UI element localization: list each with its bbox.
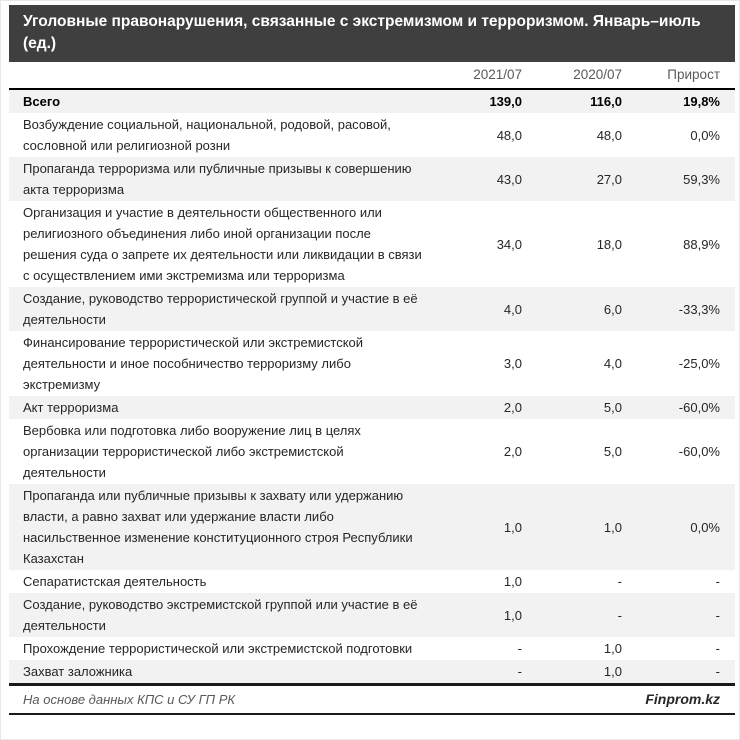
table-row: Акт терроризма 2,0 5,0 -60,0% — [9, 396, 735, 419]
value-2020: - — [617, 607, 622, 623]
value-2021: 1,0 — [503, 574, 522, 589]
value-2020: 1,0 — [603, 519, 622, 535]
offense-label: Вербовка или подготовка либо вооружение … — [23, 423, 361, 480]
offense-label: Создание, руководство экстремистской гру… — [23, 597, 418, 633]
value-2020: 1,0 — [603, 664, 622, 679]
value-2020: 4,0 — [603, 356, 622, 371]
offense-label: Создание, руководство террористической г… — [23, 291, 418, 327]
data-source-note: На основе данных КПС и СУ ГП РК — [23, 692, 236, 707]
value-2020: 5,0 — [603, 444, 622, 459]
value-growth: - — [715, 574, 720, 589]
value-growth: 59,3% — [683, 171, 720, 187]
value-growth: - — [715, 607, 720, 623]
column-header-name — [23, 66, 437, 84]
table-row: Финансирование террористической или экст… — [9, 331, 735, 396]
value-growth: -60,0% — [678, 400, 720, 415]
table-body: Всего 139,0 116,0 19,8% Возбуждение соци… — [9, 90, 735, 686]
table-row: Захват заложника - 1,0 - — [9, 660, 735, 683]
table-row: Прохождение террористической или экстрем… — [9, 637, 735, 660]
value-2021: 48,0 — [496, 127, 522, 143]
statistics-table: Уголовные правонарушения, связанные с эк… — [9, 5, 735, 715]
value-growth: - — [715, 664, 720, 679]
value-2021: 2,0 — [503, 400, 522, 415]
value-2020: - — [617, 574, 622, 589]
table-footer: На основе данных КПС и СУ ГП РК Finprom.… — [9, 686, 735, 715]
value-2021: 1,0 — [503, 607, 522, 623]
value-2021: 3,0 — [503, 356, 522, 371]
value-growth: -25,0% — [678, 356, 720, 371]
value-2021: 34,0 — [496, 236, 522, 252]
offense-label: Прохождение террористической или экстрем… — [23, 641, 413, 656]
value-2020: 5,0 — [603, 400, 622, 415]
table-row: Создание, руководство террористической г… — [9, 287, 735, 331]
value-2020: 18,0 — [596, 236, 622, 252]
table-row: Возбуждение социальной, национальной, ро… — [9, 113, 735, 157]
offense-label: Захват заложника — [23, 664, 133, 679]
column-header-2020: 2020/07 — [573, 67, 622, 82]
value-growth: - — [715, 641, 720, 656]
offense-label: Возбуждение социальной, национальной, ро… — [23, 117, 391, 153]
value-growth: -60,0% — [678, 444, 720, 459]
column-header-2021: 2021/07 — [473, 67, 522, 82]
offense-label: Пропаганда или публичные призывы к захва… — [23, 488, 413, 566]
value-growth: 0,0% — [690, 127, 720, 143]
value-growth: 0,0% — [690, 519, 720, 535]
table-title: Уголовные правонарушения, связанные с эк… — [9, 5, 735, 62]
offense-label: Всего — [23, 94, 61, 109]
value-2021: 43,0 — [496, 171, 522, 187]
value-growth: 19,8% — [683, 94, 720, 109]
value-growth: 88,9% — [683, 236, 720, 252]
table-row: Всего 139,0 116,0 19,8% — [9, 90, 735, 113]
table-row: Создание, руководство экстремистской гру… — [9, 593, 735, 637]
value-2021: - — [517, 664, 522, 679]
column-header-row: 2021/07 2020/07 Прирост — [9, 62, 735, 90]
brand-logo-text: Finprom.kz — [645, 691, 720, 707]
offense-label: Организация и участие в деятельности общ… — [23, 205, 422, 283]
offense-label: Акт терроризма — [23, 400, 119, 415]
table-row: Организация и участие в деятельности общ… — [9, 201, 735, 287]
offense-label: Пропаганда терроризма или публичные приз… — [23, 161, 412, 197]
value-2021: 139,0 — [489, 94, 522, 109]
value-2020: 6,0 — [603, 301, 622, 317]
value-2020: 1,0 — [603, 641, 622, 656]
offense-label: Финансирование террористической или экст… — [23, 335, 364, 392]
column-header-growth: Прирост — [667, 67, 720, 82]
value-growth: -33,3% — [678, 301, 720, 317]
value-2020: 48,0 — [596, 127, 622, 143]
value-2021: - — [517, 641, 522, 656]
value-2021: 4,0 — [503, 301, 522, 317]
value-2020: 27,0 — [596, 171, 622, 187]
table-row: Пропаганда терроризма или публичные приз… — [9, 157, 735, 201]
offense-label: Сепаратистская деятельность — [23, 574, 207, 589]
table-row: Вербовка или подготовка либо вооружение … — [9, 419, 735, 484]
value-2021: 1,0 — [503, 519, 522, 535]
table-row: Пропаганда или публичные призывы к захва… — [9, 484, 735, 570]
value-2021: 2,0 — [503, 444, 522, 459]
value-2020: 116,0 — [590, 94, 622, 109]
table-row: Сепаратистская деятельность 1,0 - - — [9, 570, 735, 593]
